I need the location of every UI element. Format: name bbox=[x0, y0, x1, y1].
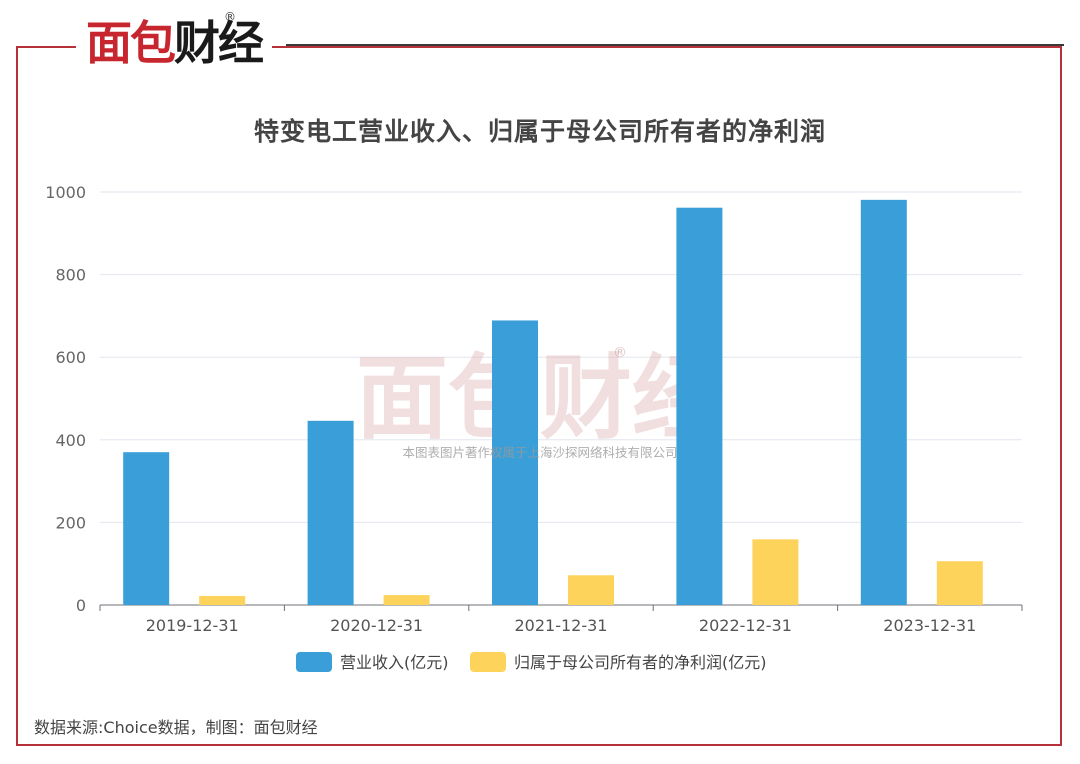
watermark-logo: 面包财经 bbox=[356, 345, 724, 452]
bar-net-profit bbox=[936, 561, 983, 605]
chart-title: 特变电工营业收入、归属于母公司所有者的净利润 bbox=[253, 117, 826, 146]
y-tick-label: 1000 bbox=[45, 183, 86, 202]
source-note: 数据来源:Choice数据，制图：面包财经 bbox=[34, 718, 318, 737]
bar-net-profit bbox=[383, 595, 430, 605]
x-tick-label: 2019-12-31 bbox=[146, 616, 239, 635]
bar-net-profit bbox=[199, 595, 246, 605]
chart-frame bbox=[16, 46, 1062, 746]
legend-swatch-net-profit bbox=[470, 652, 506, 672]
watermark-caption: 本图表图片著作权属于上海沙探网络科技有限公司 bbox=[402, 445, 677, 460]
y-tick-label: 0 bbox=[76, 596, 86, 615]
bar-revenue bbox=[123, 452, 170, 605]
legend-label-net-profit: 归属于母公司所有者的净利润(亿元) bbox=[514, 653, 767, 672]
watermark-registered: ® bbox=[613, 345, 627, 361]
brand-logo-text: 面包财经 bbox=[86, 16, 264, 70]
legend-swatch-revenue bbox=[296, 652, 332, 672]
x-tick-label: 2021-12-31 bbox=[515, 616, 608, 635]
y-tick-label: 600 bbox=[55, 348, 86, 367]
x-tick-label: 2023-12-31 bbox=[883, 616, 976, 635]
bar-net-profit bbox=[568, 575, 614, 605]
x-tick-label: 2020-12-31 bbox=[330, 616, 423, 635]
bar-net-profit bbox=[752, 539, 799, 605]
y-tick-label: 400 bbox=[55, 431, 86, 450]
brand-logo: 面包财经 ® bbox=[76, 8, 272, 78]
registered-mark: ® bbox=[224, 10, 236, 24]
x-tick-label: 2022-12-31 bbox=[699, 616, 792, 635]
bar-revenue bbox=[307, 420, 354, 605]
frame-top-line bbox=[286, 44, 1064, 46]
legend-label-revenue: 营业收入(亿元) bbox=[340, 653, 449, 672]
bar-revenue bbox=[676, 207, 723, 605]
bar-revenue bbox=[492, 320, 538, 605]
bar-revenue bbox=[860, 199, 907, 606]
y-tick-label: 200 bbox=[55, 513, 86, 532]
y-tick-label: 800 bbox=[55, 266, 86, 285]
